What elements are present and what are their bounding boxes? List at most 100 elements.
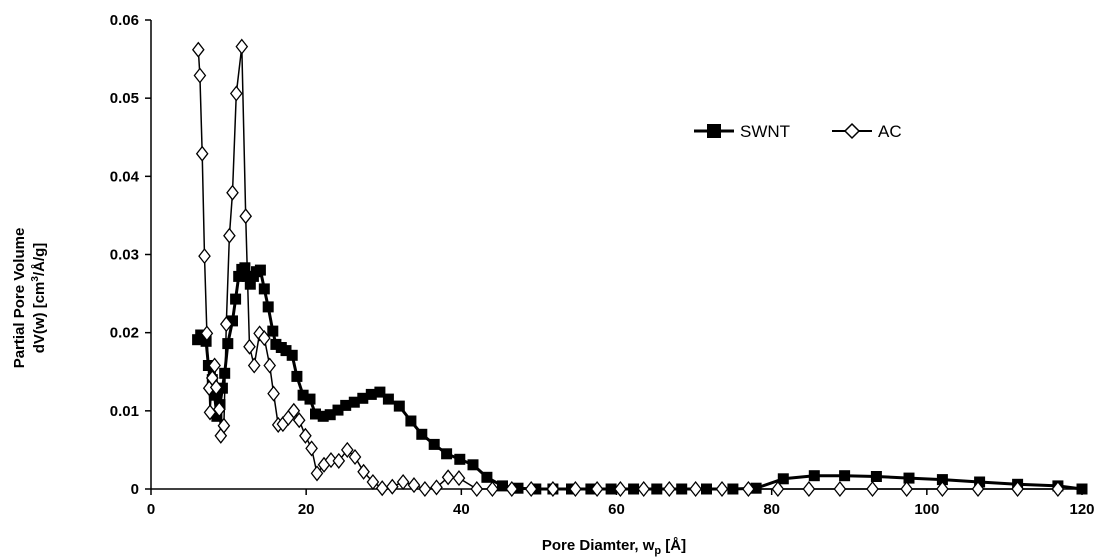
legend-label-ac: AC (878, 122, 902, 141)
x-axis-title-main: Pore Diamter, w (542, 537, 655, 554)
data-point-ac (614, 480, 627, 498)
data-point-ac (267, 385, 280, 402)
data-point-ac (971, 480, 985, 498)
y-axis-title-pre: dV(w) [cm (31, 282, 48, 354)
data-point-swnt (777, 473, 789, 485)
data-point-ac (235, 38, 249, 55)
data-point-swnt (258, 283, 270, 295)
data-point-ac (208, 357, 221, 374)
data-point-ac (357, 463, 370, 480)
data-point-swnt (216, 382, 228, 394)
data-point-swnt (267, 325, 279, 337)
data-point-ac (470, 480, 484, 498)
data-point-ac (833, 480, 847, 498)
data-point-swnt (839, 470, 851, 482)
y-tick-label: 0.01 (110, 403, 139, 420)
data-point-ac (292, 412, 306, 429)
data-point-swnt (936, 474, 948, 486)
data-point-swnt (280, 345, 292, 357)
x-tick-label: 100 (914, 501, 939, 518)
y-axis-title-post: /Å/g] (31, 243, 48, 276)
y-tick-label: 0.03 (110, 247, 139, 264)
data-point-ac (332, 452, 346, 469)
data-point-ac (212, 401, 226, 418)
data-point-ac (407, 477, 421, 494)
data-point-ac (200, 325, 214, 342)
data-point-ac (193, 67, 207, 84)
data-point-swnt (348, 396, 360, 408)
data-point-swnt (365, 388, 377, 400)
y-axis-title-sup: 3 (30, 276, 41, 282)
data-point-swnt (454, 453, 466, 465)
data-point-swnt (317, 410, 329, 422)
legend-item-swnt: SWNT (694, 122, 790, 141)
series-line-ac (197, 45, 1058, 490)
x-tick-label: 60 (608, 501, 625, 518)
data-point-ac (239, 208, 253, 225)
data-point-ac (299, 427, 312, 444)
data-point-ac (263, 357, 277, 374)
data-point-swnt (870, 471, 882, 482)
data-point-ac (486, 480, 499, 498)
data-point-ac (305, 440, 318, 457)
data-point-swnt (340, 399, 352, 411)
data-point-ac (866, 480, 879, 498)
data-point-swnt (497, 480, 508, 492)
data-point-swnt (227, 315, 238, 327)
data-point-ac (366, 473, 380, 491)
legend: SWNT AC (694, 122, 902, 141)
data-point-ac (348, 448, 362, 466)
data-point-swnt (254, 264, 266, 276)
data-point-swnt (244, 278, 256, 290)
legend-marker-swnt (707, 124, 721, 138)
data-point-swnt (357, 392, 369, 404)
data-point-swnt (310, 408, 321, 420)
data-point-ac (243, 338, 256, 355)
axes: 0 0.01 0.02 0.03 0.04 0.05 0.06 0 20 40 60 80 100 120 (110, 12, 1095, 518)
y-axis-title-line2: dV(w) [cm3/Å/g] (30, 243, 48, 354)
data-point-ac (340, 441, 354, 458)
legend-item-ac: AC (832, 122, 902, 141)
legend-label-swnt: SWNT (740, 122, 790, 141)
data-point-ac (771, 480, 785, 498)
data-point-ac (209, 379, 223, 396)
data-point-ac (1051, 480, 1065, 498)
data-point-swnt (750, 482, 762, 494)
data-point-swnt (291, 370, 303, 382)
data-point-swnt (222, 338, 234, 350)
data-point-ac (662, 480, 676, 498)
data-point-swnt (481, 471, 493, 483)
data-point-swnt (211, 410, 223, 422)
data-point-swnt (195, 329, 207, 341)
data-point-ac (936, 480, 949, 498)
data-point-swnt (374, 386, 386, 398)
data-point-ac (1011, 480, 1024, 498)
data-point-ac (637, 480, 651, 498)
data-point-ac (452, 470, 466, 487)
data-point-ac (742, 480, 755, 498)
data-point-ac (524, 480, 538, 498)
y-axis-title: Partial Pore Volume dV(w) [cm3/Å/g] (11, 228, 48, 369)
data-point-ac (324, 452, 338, 469)
data-point-ac (396, 473, 410, 491)
data-point-swnt (239, 262, 251, 274)
data-point-swnt (209, 389, 221, 401)
data-point-ac (219, 316, 233, 333)
data-point-ac (418, 480, 432, 498)
data-point-ac (287, 402, 301, 419)
data-point-ac (217, 417, 231, 434)
x-axis-title-suffix: [Å] (661, 537, 686, 554)
data-point-swnt (428, 438, 440, 450)
series-ac (191, 38, 1065, 498)
data-point-swnt (332, 404, 344, 416)
x-tick-label: 20 (298, 501, 315, 518)
data-point-swnt (393, 400, 405, 412)
data-point-swnt (467, 459, 479, 471)
x-tick-label: 40 (453, 501, 470, 518)
data-point-ac (385, 478, 399, 495)
x-axis-title: Pore Diamter, wp [Å] (542, 537, 686, 557)
data-point-ac (223, 227, 236, 244)
legend-marker-ac (843, 122, 861, 140)
data-point-ac (226, 184, 239, 201)
data-point-swnt (230, 293, 242, 305)
